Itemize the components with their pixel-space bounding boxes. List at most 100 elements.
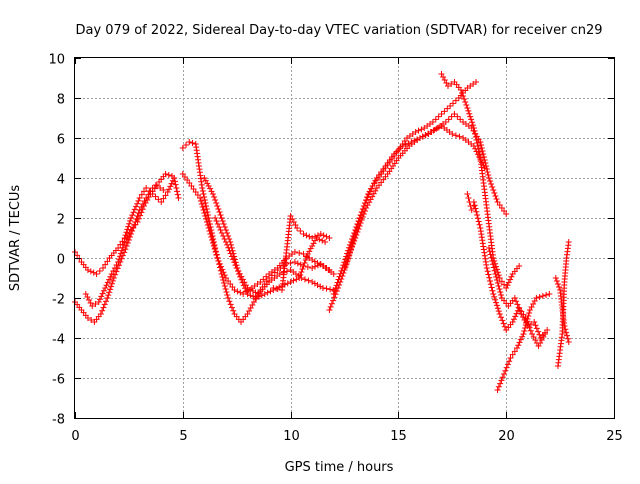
- data-point: [499, 317, 506, 324]
- data-point: [267, 288, 274, 295]
- data-point: [327, 286, 334, 293]
- data-point: [353, 232, 360, 238]
- data-point: [155, 196, 162, 203]
- data-point: [311, 280, 318, 287]
- data-point: [333, 282, 340, 289]
- data-point: [442, 119, 449, 125]
- data-point: [501, 371, 508, 377]
- data-point: [135, 197, 142, 204]
- data-point: [102, 261, 109, 268]
- data-point: [497, 289, 504, 295]
- data-point: [478, 142, 485, 148]
- data-point: [350, 241, 357, 247]
- data-point: [485, 271, 492, 278]
- data-point: [132, 203, 139, 210]
- data-point: [101, 301, 108, 308]
- data-point: [284, 280, 291, 287]
- data-point: [314, 232, 321, 239]
- data-point: [253, 295, 260, 301]
- series-trace-3: [82, 183, 167, 309]
- data-point: [208, 234, 215, 240]
- data-point: [305, 277, 312, 284]
- data-point: [349, 244, 356, 250]
- data-point: [480, 151, 487, 157]
- data-point: [317, 231, 324, 237]
- data-point: [472, 131, 479, 137]
- y-tick-label: 10: [48, 53, 65, 68]
- data-point: [485, 175, 492, 181]
- data-point: [468, 207, 475, 213]
- y-tick-label: -2: [52, 293, 65, 308]
- data-point: [474, 140, 481, 146]
- data-point: [216, 224, 223, 230]
- data-point: [100, 265, 107, 271]
- x-tick-label: 5: [179, 429, 187, 444]
- data-point: [516, 307, 523, 314]
- data-point: [370, 180, 377, 187]
- data-point: [330, 291, 337, 297]
- data-point: [152, 182, 159, 188]
- data-point: [513, 298, 520, 305]
- data-point: [168, 180, 175, 187]
- data-point: [162, 192, 169, 199]
- data-point: [451, 111, 458, 117]
- data-point: [462, 99, 469, 105]
- data-point: [493, 302, 500, 309]
- data-point: [219, 266, 226, 273]
- data-point: [186, 139, 193, 145]
- data-point: [118, 247, 125, 254]
- data-point: [99, 290, 106, 297]
- data-point: [459, 90, 466, 96]
- data-point: [205, 183, 212, 189]
- data-point: [260, 276, 267, 283]
- data-point: [331, 294, 338, 301]
- data-point: [102, 285, 109, 291]
- data-point: [84, 315, 91, 321]
- data-point: [477, 139, 484, 145]
- data-point: [294, 260, 301, 267]
- data-point: [488, 181, 495, 187]
- data-point: [494, 305, 501, 312]
- series-trace-12: [438, 71, 523, 291]
- data-point: [527, 321, 534, 327]
- data-point: [312, 233, 319, 240]
- data-point: [502, 367, 509, 374]
- data-point: [160, 195, 167, 202]
- data-point: [536, 331, 543, 338]
- data-point: [209, 240, 216, 246]
- data-point: [489, 258, 496, 264]
- data-point: [216, 260, 223, 267]
- data-point: [202, 200, 209, 206]
- data-point: [487, 281, 494, 288]
- data-point: [217, 263, 224, 270]
- data-point: [136, 195, 143, 201]
- data-point: [476, 221, 483, 228]
- data-point: [172, 181, 179, 188]
- data-point: [232, 262, 239, 269]
- data-point: [505, 279, 512, 286]
- data-point: [524, 323, 531, 329]
- data-point: [104, 279, 111, 286]
- data-point: [556, 284, 563, 290]
- data-point: [223, 230, 230, 236]
- data-point: [203, 216, 210, 222]
- series-trace-14: [494, 291, 553, 393]
- data-point: [297, 228, 304, 234]
- data-point: [100, 304, 107, 311]
- data-point: [276, 271, 283, 277]
- data-point: [448, 113, 455, 120]
- data-point: [103, 298, 110, 305]
- data-point: [203, 206, 210, 212]
- data-point: [495, 283, 502, 289]
- data-point: [494, 277, 501, 283]
- data-point: [103, 282, 110, 289]
- data-point: [293, 276, 300, 283]
- data-point: [104, 295, 111, 301]
- data-point: [294, 225, 301, 231]
- data-point: [225, 295, 232, 301]
- y-tick-label: 2: [57, 213, 65, 228]
- data-point: [115, 259, 122, 265]
- data-point: [204, 209, 211, 215]
- data-point: [474, 215, 481, 222]
